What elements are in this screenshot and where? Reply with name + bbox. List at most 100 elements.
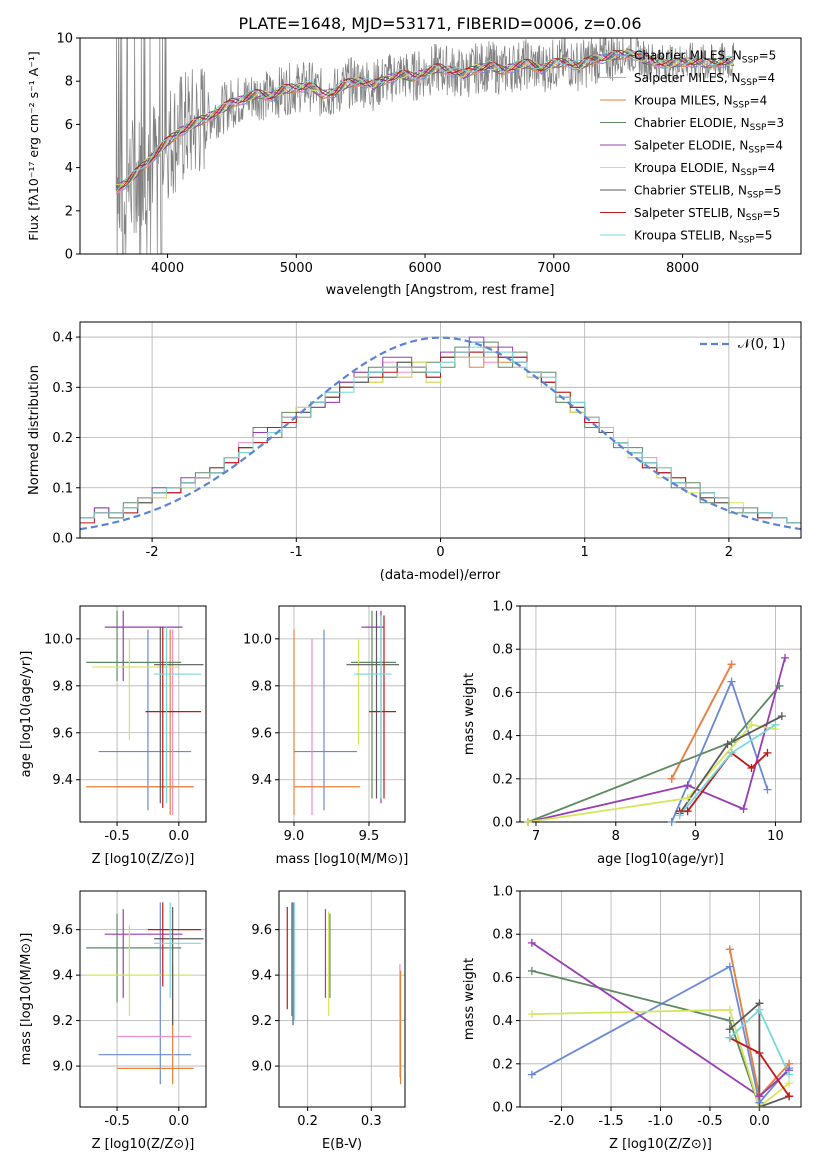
- legend-entry: Chabrier MILES, NSSP=5: [634, 49, 776, 66]
- axes-frame: [79, 605, 207, 823]
- weight-marker: [777, 712, 786, 721]
- model-spectrum-line: [115, 52, 735, 194]
- weight-marker: [683, 794, 692, 803]
- y-tick-label: 9.0: [251, 1060, 272, 1075]
- y-tick-label: 2: [65, 204, 73, 219]
- weight-line: [531, 1008, 790, 1107]
- normal-reference-curve: [80, 336, 801, 531]
- x-tick-label: 6000: [409, 261, 442, 276]
- y-tick-label: 0.4: [492, 1014, 513, 1029]
- x-axis-label: Z [log10(Z/Z⊙)]: [92, 1137, 195, 1152]
- y-axis-label: mass [log10(M/M⊙)]: [19, 933, 34, 1066]
- observed-spectrum-line: [115, 38, 735, 254]
- x-axis-label: wavelength [Angstrom, rest frame]: [326, 283, 555, 298]
- weight-marker: [725, 945, 734, 954]
- y-tick-label: 0.2: [52, 431, 73, 446]
- spectrum-panel: 4000 5000 6000 7000 8000 0 2 4 6 8 10 PLATE=1648, M…: [26, 14, 802, 298]
- weight-marker: [747, 764, 756, 772]
- x-tick-label: -0.5: [697, 1114, 722, 1129]
- mass-vs-ebv-panel: 0.2 0.3 9.0 9.2 9.4 9.6 E(B-V): [251, 890, 406, 1152]
- y-tick-label: 10: [56, 32, 73, 47]
- weight-marker: [527, 938, 536, 947]
- y-tick-label: 9.4: [52, 773, 73, 788]
- axes-frame: [519, 605, 802, 823]
- x-tick-label: 9.0: [284, 829, 305, 844]
- x-tick-label: 0.0: [749, 1114, 770, 1129]
- y-tick-label: 0: [65, 248, 73, 263]
- weight-marker: [755, 1049, 764, 1057]
- axes-frame: [79, 890, 207, 1108]
- x-axis-label: (data-model)/error: [380, 568, 501, 583]
- plot-area: [115, 38, 735, 254]
- x-tick-label: 8000: [666, 261, 699, 276]
- y-tick-label: 9.4: [52, 969, 73, 984]
- y-tick-label: 9.6: [52, 726, 73, 741]
- chart-title: PLATE=1648, MJD=53171, FIBERID=0006, z=0…: [238, 14, 641, 33]
- legend-entry: Salpeter MILES, NSSP=4: [634, 71, 775, 88]
- x-tick-label: -1.0: [648, 1114, 673, 1129]
- x-tick-label: 9.5: [359, 829, 380, 844]
- plot-area: [293, 610, 399, 815]
- x-axis-label: age [log10(age/yr)]: [597, 852, 724, 867]
- x-tick-label: 7: [532, 829, 540, 844]
- weight-marker: [725, 1016, 734, 1025]
- weight-marker: [667, 774, 676, 783]
- y-tick-label: 8: [65, 75, 73, 90]
- weight-marker: [755, 1092, 764, 1101]
- legend-entry: Chabrier STELIB, NSSP=5: [634, 184, 782, 201]
- legend-entry: Salpeter ELODIE, NSSP=4: [634, 139, 783, 156]
- x-tick-label: -0.5: [104, 829, 129, 844]
- y-tick-label: 9.8: [251, 679, 272, 694]
- weight-line: [527, 685, 781, 822]
- x-tick-label: 0.3: [361, 1114, 382, 1129]
- y-axis-label: Normed distribution: [27, 365, 42, 495]
- y-tick-label: 0.6: [492, 686, 513, 701]
- weight-marker: [781, 653, 790, 662]
- y-tick-label: 9.2: [52, 1014, 73, 1029]
- y-axis-label: Flux [fλ10⁻¹⁷ erg cm⁻² s⁻¹ A⁻¹]: [26, 51, 41, 240]
- weight-line: [527, 657, 786, 822]
- y-tick-label: 0.0: [492, 816, 513, 831]
- mass-weight-vs-age-panel: 7 8 9 10 0.0 0.2 0.4 0.6 0.8 1.0 age [log10(age/yr…: [462, 600, 802, 867]
- legend-entry: Kroupa MILES, NSSP=4: [634, 94, 767, 111]
- weight-marker: [723, 740, 732, 749]
- x-tick-label: 2: [725, 545, 733, 560]
- histogram-step: [80, 346, 801, 524]
- weight-line: [531, 970, 761, 1107]
- plot-area: [286, 902, 402, 1085]
- axes-frame: [278, 890, 406, 1108]
- weight-marker: [727, 748, 736, 757]
- mass-weight-vs-metallicity-panel: -2.0 -1.5 -1.0 -0.5 0.0 0.0 0.2 0.4 0.6 0.8 1.0 Z […: [462, 885, 802, 1152]
- y-tick-label: 0.4: [52, 331, 73, 346]
- weight-line: [527, 723, 776, 822]
- y-tick-label: 10.0: [243, 632, 272, 647]
- weight-line: [531, 965, 790, 1105]
- y-tick-label: 9.2: [251, 1014, 272, 1029]
- y-tick-label: 1.0: [492, 600, 513, 615]
- y-tick-label: 10.0: [44, 632, 73, 647]
- weight-marker: [683, 807, 692, 816]
- weight-marker: [785, 1092, 794, 1101]
- weight-marker: [527, 966, 536, 975]
- weight-marker: [739, 805, 748, 814]
- axes-frame: [278, 605, 406, 823]
- y-tick-label: 0.8: [492, 643, 513, 658]
- x-axis-label: Z [log10(Z/Z⊙)]: [92, 852, 195, 867]
- weight-marker: [727, 677, 736, 686]
- weight-marker: [725, 1033, 734, 1042]
- weight-marker: [727, 660, 736, 669]
- weight-marker: [527, 1070, 536, 1079]
- weight-marker: [755, 1005, 764, 1014]
- weight-marker: [527, 1010, 536, 1019]
- y-tick-label: 6: [65, 118, 73, 133]
- legend-entry: Salpeter STELIB, NSSP=5: [634, 206, 780, 223]
- y-tick-label: 0.0: [52, 532, 73, 547]
- age-vs-mass-panel: 9.0 9.5 9.4 9.6 9.8 10.0 mass [log10(M/M⊙)]: [243, 605, 408, 867]
- y-axis-label: age [log10(age/yr)]: [19, 651, 34, 778]
- weight-marker: [785, 1070, 794, 1079]
- x-tick-label: 0.0: [168, 829, 189, 844]
- weight-marker: [755, 1103, 764, 1111]
- x-tick-label: 0: [436, 545, 444, 560]
- model-spectrum-line: [116, 50, 735, 191]
